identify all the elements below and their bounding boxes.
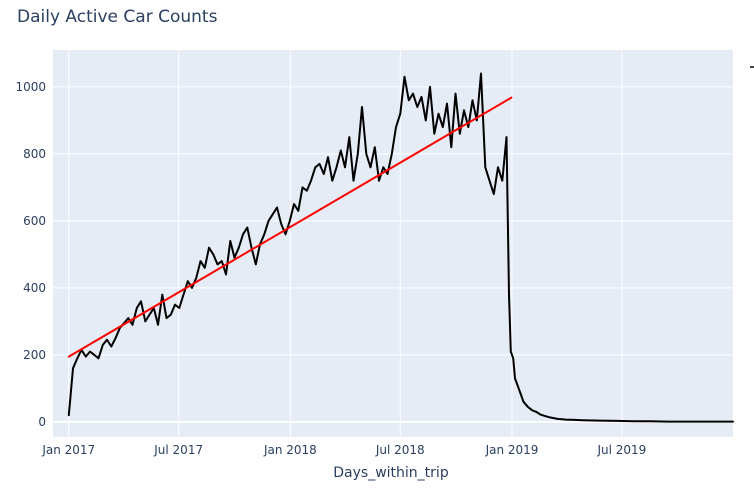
tick-labels: 0 200 400 600 800 1000 Jan 2017 Jul 2017 Jan 201…: [15, 80, 646, 457]
y-tick-label: 800: [23, 147, 46, 161]
y-tick-label: 1000: [15, 80, 46, 94]
series-layer: [67, 72, 734, 423]
trend-line: [67, 96, 513, 358]
chart-title: Daily Active Car Counts: [17, 7, 218, 27]
y-tick-label: 0: [38, 415, 46, 429]
y-tick-label: 200: [23, 348, 46, 362]
counts-line: [67, 72, 734, 423]
grid-lines: [53, 50, 733, 437]
x-tick-label: Jul 2018: [375, 443, 425, 457]
plot-area: [53, 50, 733, 437]
x-tick-label: Jul 2019: [596, 443, 646, 457]
y-tick-label: 400: [23, 281, 46, 295]
x-tick-label: Jan 2017: [41, 443, 95, 457]
y-tick-label: 600: [23, 214, 46, 228]
x-tick-label: Jan 2018: [263, 443, 317, 457]
x-axis-title: Days_within_trip: [333, 465, 449, 481]
x-tick-label: Jan 2019: [485, 443, 539, 457]
legend-marker: [750, 66, 754, 68]
x-tick-label: Jul 2017: [153, 443, 203, 457]
